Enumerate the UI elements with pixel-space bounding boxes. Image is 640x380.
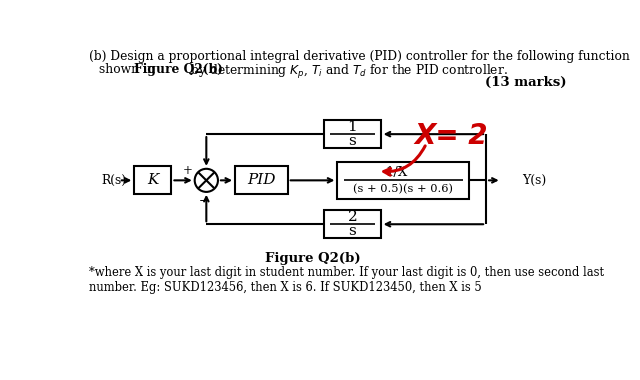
Text: (13 marks): (13 marks) [485, 76, 566, 89]
Text: shown in: shown in [99, 63, 159, 76]
Text: 1: 1 [348, 120, 357, 134]
Text: (b) Design a proportional integral derivative (PID) controller for the following: (b) Design a proportional integral deriv… [90, 50, 630, 63]
Text: Figure Q2(b): Figure Q2(b) [265, 252, 360, 265]
Text: −: − [199, 193, 209, 206]
Text: Y(s): Y(s) [522, 174, 546, 187]
Text: *where X is your last digit in student number. If your last digit is 0, then use: *where X is your last digit in student n… [90, 266, 604, 294]
Text: +: + [182, 163, 193, 176]
Text: s: s [349, 224, 356, 238]
Text: Figure Q2(b): Figure Q2(b) [134, 63, 223, 76]
Text: s: s [349, 134, 356, 148]
Text: R(s): R(s) [102, 174, 127, 187]
Text: by determining $K_p$, $T_i$ and $T_d$ for the PID controller.: by determining $K_p$, $T_i$ and $T_d$ fo… [187, 63, 508, 81]
Text: 2: 2 [348, 210, 357, 224]
Text: 1/X: 1/X [386, 166, 408, 179]
Text: (s + 0.5)(s + 0.6): (s + 0.5)(s + 0.6) [353, 184, 453, 194]
Text: X= 2: X= 2 [415, 122, 488, 150]
Text: K: K [147, 173, 159, 187]
Text: PID: PID [247, 173, 276, 187]
